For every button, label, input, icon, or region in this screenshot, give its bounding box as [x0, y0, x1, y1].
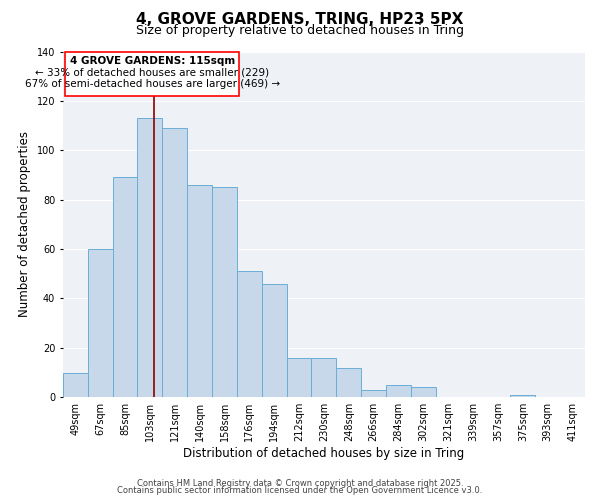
Bar: [212, 188, 237, 397]
Bar: [88, 249, 113, 397]
Bar: [287, 358, 311, 397]
Bar: [337, 368, 361, 397]
Text: 4, GROVE GARDENS, TRING, HP23 5PX: 4, GROVE GARDENS, TRING, HP23 5PX: [136, 12, 464, 28]
Text: ← 33% of detached houses are smaller (229): ← 33% of detached houses are smaller (22…: [35, 68, 269, 78]
Bar: [137, 118, 163, 397]
Text: Contains public sector information licensed under the Open Government Licence v3: Contains public sector information licen…: [118, 486, 482, 495]
Bar: [361, 390, 386, 397]
Bar: [262, 284, 287, 397]
Bar: [411, 388, 436, 397]
Bar: [511, 394, 535, 397]
Text: Contains HM Land Registry data © Crown copyright and database right 2025.: Contains HM Land Registry data © Crown c…: [137, 478, 463, 488]
Bar: [65, 52, 239, 96]
Bar: [237, 272, 262, 397]
Bar: [113, 178, 137, 397]
Bar: [63, 372, 88, 397]
X-axis label: Distribution of detached houses by size in Tring: Distribution of detached houses by size …: [183, 447, 464, 460]
Bar: [187, 185, 212, 397]
Bar: [163, 128, 187, 397]
Text: Size of property relative to detached houses in Tring: Size of property relative to detached ho…: [136, 24, 464, 37]
Text: 4 GROVE GARDENS: 115sqm: 4 GROVE GARDENS: 115sqm: [70, 56, 235, 66]
Bar: [311, 358, 337, 397]
Y-axis label: Number of detached properties: Number of detached properties: [18, 132, 31, 318]
Bar: [386, 385, 411, 397]
Text: 67% of semi-detached houses are larger (469) →: 67% of semi-detached houses are larger (…: [25, 78, 280, 88]
